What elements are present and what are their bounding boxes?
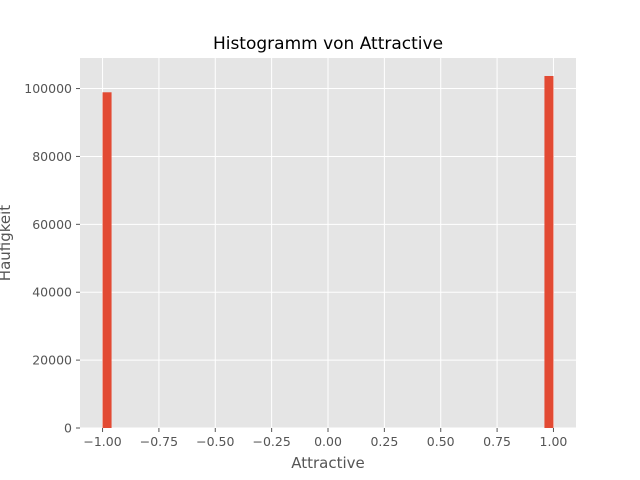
- y-tick-label: 80000: [32, 149, 72, 164]
- x-tick-label: 1.00: [540, 434, 568, 449]
- x-tick-label: 0.00: [314, 434, 342, 449]
- chart-title: Histogramm von Attractive: [213, 34, 443, 54]
- x-tick-label: −0.50: [196, 434, 234, 449]
- x-tick-label: −0.75: [140, 434, 178, 449]
- histogram-bar: [102, 92, 112, 429]
- y-tick-label: 0: [64, 421, 72, 436]
- y-tick-label: 100000: [24, 81, 72, 96]
- y-axis-label: Häufigkeit: [0, 205, 14, 281]
- x-tick-label: 0.50: [427, 434, 455, 449]
- x-tick-label: 0.25: [370, 434, 398, 449]
- x-tick-label: −1.00: [83, 434, 121, 449]
- y-tick-label: 20000: [32, 353, 72, 368]
- y-axis-ticks: 0 20000 40000 60000 80000 100000: [24, 81, 80, 436]
- histogram-bar: [544, 75, 554, 429]
- y-tick-label: 60000: [32, 217, 72, 232]
- x-axis-label: Attractive: [291, 454, 365, 472]
- histogram-bars: [102, 75, 554, 429]
- x-tick-label: 0.75: [483, 434, 511, 449]
- x-axis-ticks: −1.00 −0.75 −0.50 −0.25 0.00 0.25 0.50 0.75 1.00: [83, 428, 567, 449]
- x-tick-label: −0.25: [252, 434, 290, 449]
- y-tick-label: 40000: [32, 285, 72, 300]
